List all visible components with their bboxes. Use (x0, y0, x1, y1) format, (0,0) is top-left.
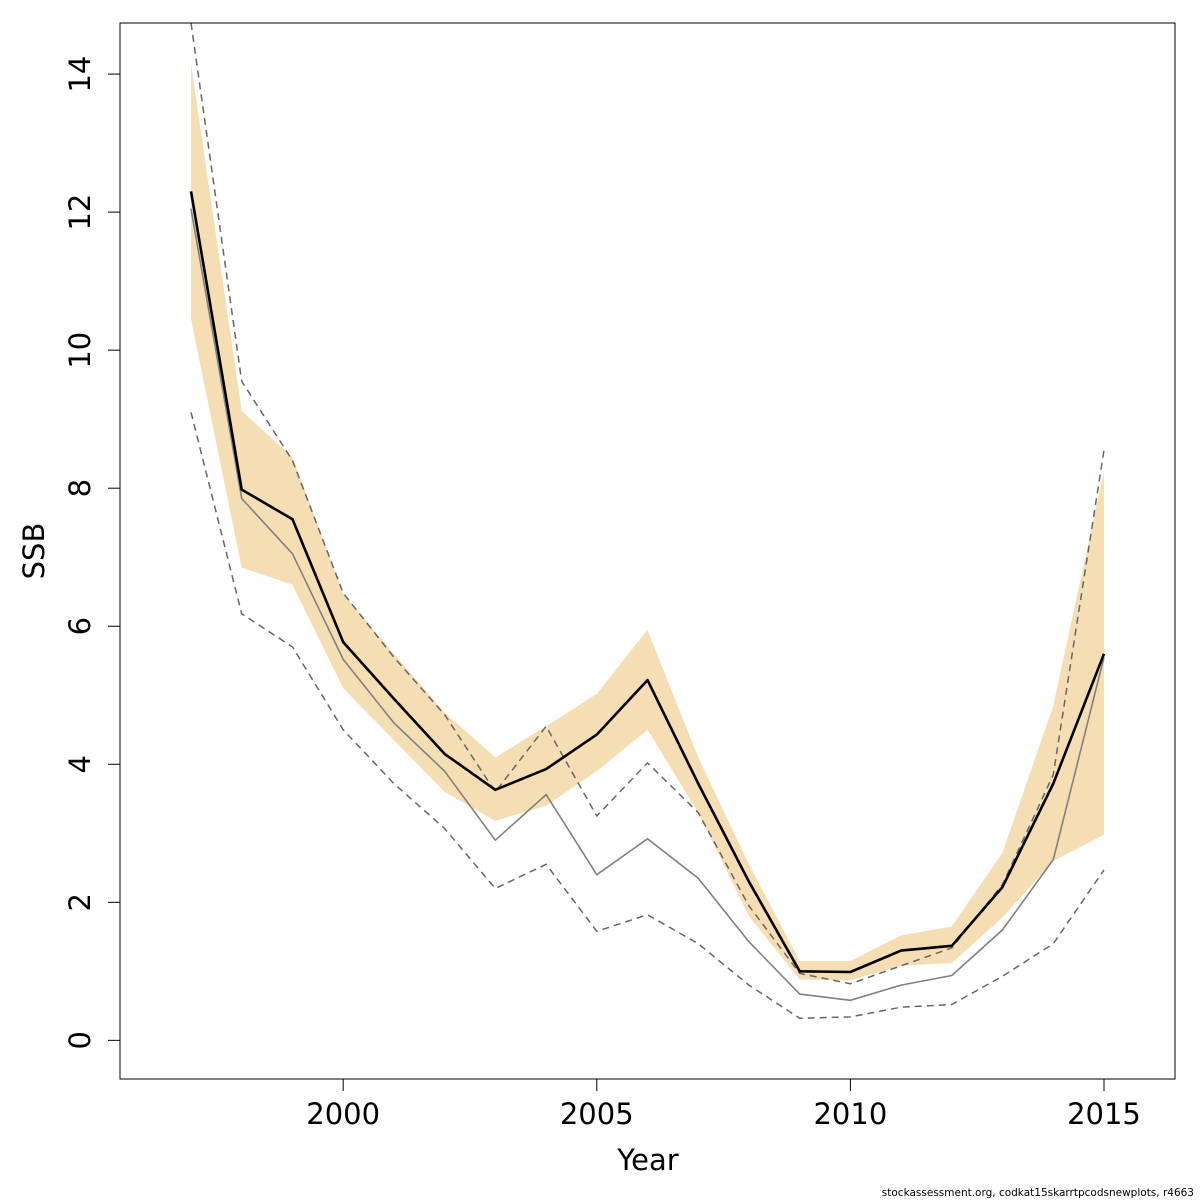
plot-frame (119, 22, 1176, 1080)
y-tick-label: 8 (63, 479, 97, 497)
series-line-3 (190, 22, 1105, 985)
y-axis: 0 2 4 6 8 10 12 14 (63, 56, 120, 1050)
confidence-band-area (191, 63, 1104, 981)
y-axis-title: SSB (17, 523, 51, 580)
series-lines (189, 22, 1106, 1020)
footer-note: stockassessment.org, codkat15skarrtpcods… (882, 1187, 1194, 1199)
y-tick-label: 10 (63, 332, 97, 369)
x-axis: 2000 2005 2010 2015 (306, 1079, 1141, 1131)
x-tick-label: 2015 (1067, 1097, 1141, 1131)
y-tick-label: 4 (63, 755, 97, 773)
y-tick-label: 14 (63, 56, 97, 93)
series-line-4 (190, 412, 1105, 1020)
x-tick-label: 2005 (560, 1097, 634, 1131)
x-tick-label: 2010 (813, 1097, 887, 1131)
series-line-2 (190, 208, 1105, 1002)
y-tick-label: 12 (63, 194, 97, 231)
y-tick-label: 6 (63, 617, 97, 635)
y-tick-label: 2 (63, 893, 97, 911)
y-tick-label: 0 (63, 1031, 97, 1049)
series-line-1 (189, 191, 1106, 974)
confidence-band (191, 63, 1104, 981)
x-tick-label: 2000 (306, 1097, 380, 1131)
x-axis-title: Year (616, 1143, 678, 1177)
